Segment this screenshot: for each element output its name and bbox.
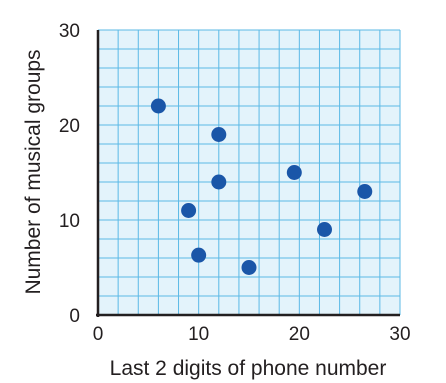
y-tick-label: 10 [59,211,80,232]
y-tick-labels: 0 10 20 30 [59,21,80,327]
data-point [357,184,373,199]
data-point [211,174,227,190]
x-axis-label: Last 2 digits of phone number [110,357,387,380]
x-tick-labels: 0 10 20 30 [93,324,411,345]
data-point [150,98,166,114]
data-point [181,203,197,218]
data-points [150,98,373,275]
data-point [191,247,207,263]
y-tick-label: 20 [59,116,80,137]
y-axis-label: Number of musical groups [22,49,45,294]
y-tick-label: 30 [59,21,80,42]
x-tick-label: 10 [188,324,209,345]
data-point [317,222,332,237]
y-tick-label: 0 [69,306,80,327]
x-tick-label: 20 [289,324,310,345]
data-point [211,127,227,142]
data-point [241,260,257,275]
x-tick-label: 0 [93,324,104,345]
data-point [286,165,302,180]
x-tick-label: 30 [389,324,410,345]
